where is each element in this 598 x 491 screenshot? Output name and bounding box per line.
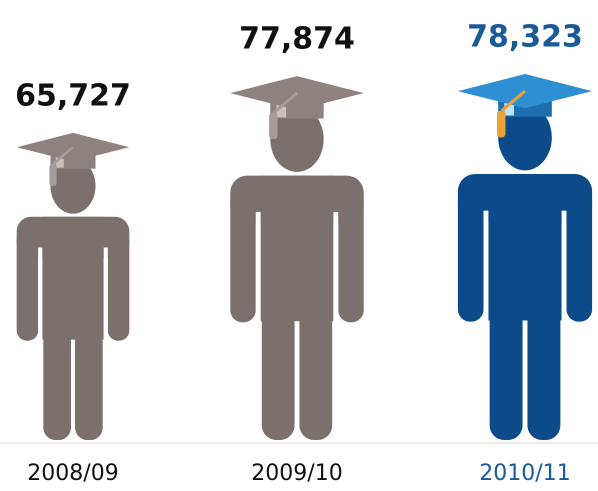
arm (457, 189, 484, 322)
arm (566, 189, 593, 322)
gap (103, 247, 108, 342)
value-label: 77,874 (239, 22, 355, 57)
leg (489, 269, 523, 440)
tassel-end (496, 110, 506, 138)
person-figure (457, 74, 593, 440)
value-label: 65,727 (15, 78, 131, 113)
cap-top (16, 132, 130, 162)
tassel (52, 146, 74, 165)
head (50, 158, 96, 214)
cap-shine (276, 102, 287, 118)
gap (255, 211, 261, 324)
cap-top (457, 74, 593, 109)
value-label: 78,323 (467, 20, 583, 55)
leg (75, 296, 103, 440)
head (270, 106, 324, 172)
cap-shine (504, 100, 515, 116)
person-figure (230, 76, 364, 440)
leg (299, 270, 333, 440)
category-label: 2008/09 (27, 461, 118, 486)
head (498, 104, 552, 171)
person-figure (16, 132, 130, 440)
arm (107, 230, 130, 341)
gap (483, 210, 489, 323)
leg (261, 270, 295, 440)
cap-shine (55, 155, 64, 168)
gap (38, 247, 43, 342)
tassel-end (269, 112, 278, 140)
leg (43, 296, 71, 440)
tassel (272, 91, 298, 114)
arm (16, 230, 39, 341)
category-label: 2010/11 (479, 461, 570, 486)
arm (230, 191, 256, 323)
arm (338, 191, 364, 323)
leg (527, 269, 561, 440)
tassel (500, 89, 526, 112)
gap (561, 210, 567, 323)
category-label: 2009/10 (251, 461, 342, 486)
gap (333, 211, 339, 324)
tassel-end (49, 163, 57, 187)
